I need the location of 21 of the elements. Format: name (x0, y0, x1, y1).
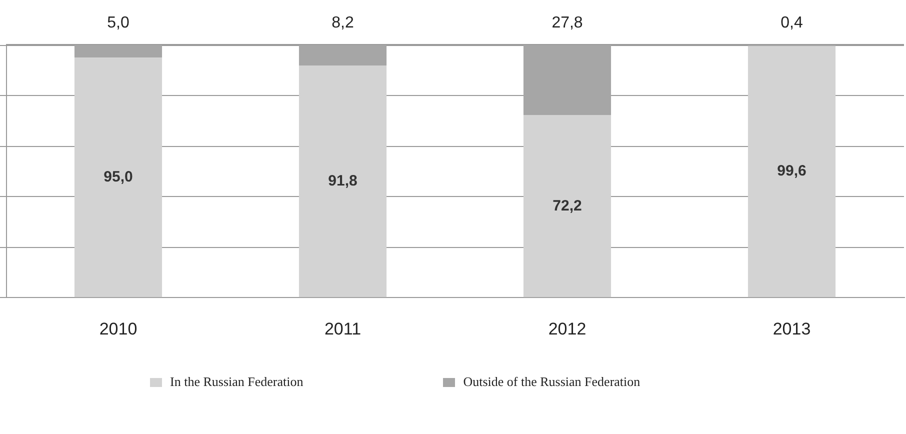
data-label: 5,0 (107, 14, 130, 32)
bar (523, 115, 612, 298)
data-label: 27,8 (552, 14, 583, 32)
bar (74, 45, 162, 58)
data-label: 95,0 (104, 168, 133, 186)
x-tick-label: 2012 (548, 319, 586, 338)
data-label: 0,4 (780, 14, 803, 32)
data-label: 8,2 (332, 14, 354, 32)
bar (523, 45, 612, 116)
bar (748, 46, 836, 298)
legend-label: In the Russian Federation (170, 374, 304, 390)
bar (298, 66, 387, 298)
x-tick-label: 2013 (772, 319, 811, 338)
data-label: 99,6 (777, 162, 806, 180)
x-tick-label: 2011 (324, 319, 362, 338)
data-label: 72,2 (552, 197, 582, 214)
x-tick-label: 2010 (99, 319, 138, 338)
data-label: 91,8 (328, 172, 358, 190)
legend-label: Outside of the Russian Federation (463, 374, 640, 390)
bar (298, 45, 387, 66)
bar (74, 58, 162, 298)
